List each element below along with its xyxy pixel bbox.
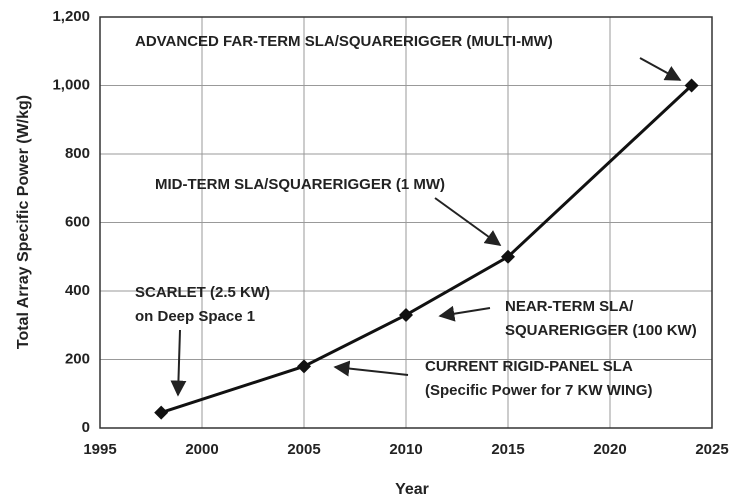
y-tick-label: 0 (82, 419, 90, 436)
x-tick-label: 2005 (287, 441, 320, 458)
annotation-arrow (434, 197, 502, 246)
annotation: on Deep Space 1 (135, 308, 255, 325)
x-tick-label: 2015 (491, 441, 524, 458)
y-tick-label: 1,200 (52, 8, 90, 25)
data-point (154, 405, 169, 420)
annotation: SCARLET (2.5 KW) (135, 284, 270, 301)
data-point (297, 359, 311, 374)
y-tick-label: 400 (65, 282, 90, 299)
annotation: MID-TERM SLA/SQUARERIGGER (1 MW) (155, 176, 445, 193)
annotation-arrow (438, 305, 491, 322)
annotation-arrow (333, 360, 409, 377)
x-tick-label: 2020 (593, 441, 626, 458)
y-axis-label: Total Array Specific Power (W/kg) (15, 95, 32, 349)
data-point (684, 78, 699, 93)
plot-frame (99, 16, 713, 429)
y-tick-label: 200 (65, 350, 90, 367)
y-tick-label: 1,000 (52, 76, 90, 93)
annotation: (Specific Power for 7 KW WING) (425, 382, 653, 399)
annotation: SQUARERIGGER (100 KW) (505, 322, 697, 339)
x-tick-label: 2000 (185, 441, 218, 458)
annotation: ADVANCED FAR-TERM SLA/SQUARERIGGER (MULT… (135, 33, 553, 50)
x-tick-label: 2010 (389, 441, 422, 458)
data-point (399, 307, 413, 322)
y-tick-label: 600 (65, 213, 90, 230)
annotation-arrow (639, 57, 682, 81)
x-tick-label: 1995 (83, 441, 116, 458)
annotation-arrow (170, 329, 187, 397)
annotation: CURRENT RIGID-PANEL SLA (425, 358, 633, 375)
x-axis-label: Year (395, 481, 429, 498)
annotation: NEAR-TERM SLA/ (505, 298, 634, 315)
x-tick-label: 2025 (695, 441, 728, 458)
data-point (501, 249, 515, 264)
y-tick-label: 800 (65, 145, 90, 162)
